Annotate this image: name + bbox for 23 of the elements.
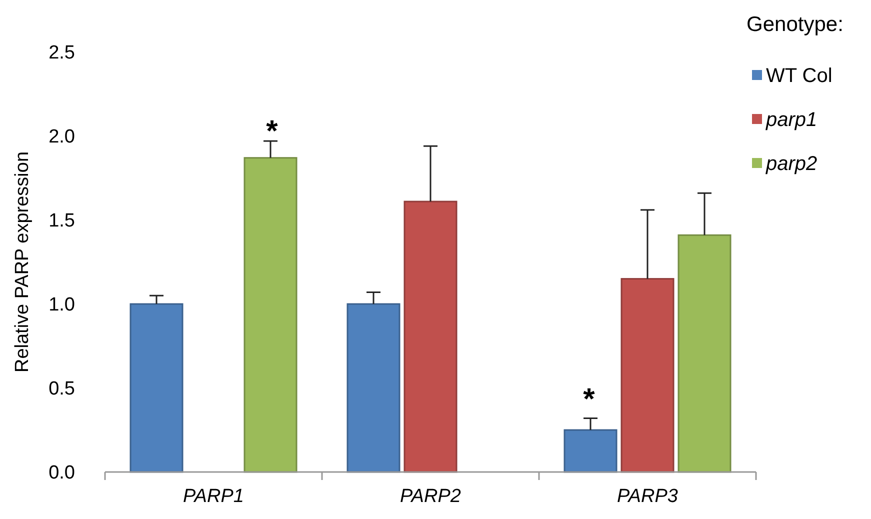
legend-label: parp1 [765,109,818,131]
annotation: * [266,115,278,148]
bar [130,303,184,473]
x-tick-label: PARP3 [617,486,678,507]
y-tick-label: 1.5 [48,210,75,232]
legend-label: WT Col [766,65,832,87]
bar [404,200,458,473]
y-tick-label: 0.0 [48,462,75,484]
bar [678,234,732,473]
annotation: * [583,383,596,416]
legend-label: parp2 [765,153,818,175]
y-tick-label: 2.0 [48,126,75,148]
y-tick-label: 0.5 [48,378,75,400]
bar [346,303,400,473]
y-tick-label: 1.0 [48,294,75,316]
y-tick-label: 2.5 [48,42,75,64]
x-tick-label: PARP2 [400,486,462,507]
bar [244,157,298,473]
legend-title: Genotype: [746,13,844,36]
bar [620,278,674,473]
y-axis-title: Relative PARP expression [12,151,33,373]
bar [564,429,618,473]
x-tick-label: PARP1 [183,486,244,507]
